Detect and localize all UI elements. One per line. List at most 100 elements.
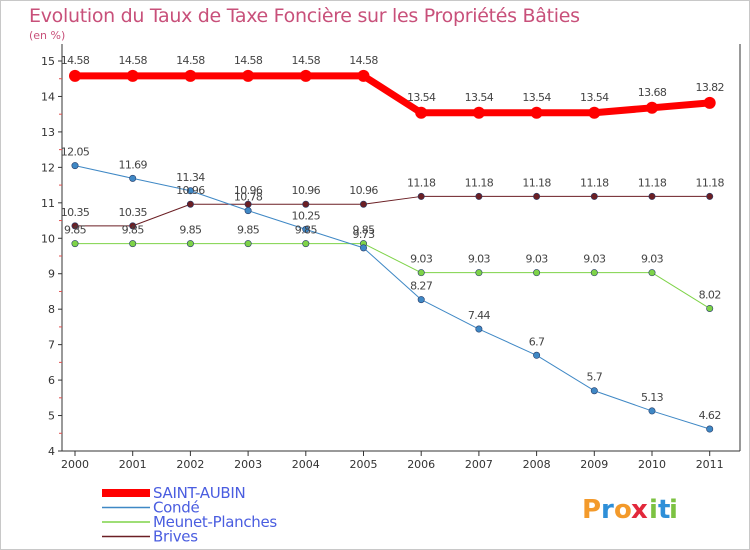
data-label: 14.58	[61, 54, 90, 67]
y-tick-label: 11	[41, 197, 55, 210]
data-point	[706, 192, 714, 200]
data-label: 10.35	[118, 206, 147, 219]
data-label: 11.69	[118, 158, 147, 171]
data-point	[129, 174, 137, 182]
axes: 4 5 6 7 8 9 10 11 12 13 14 15 2000 2001 2002 2003 2004 20…	[41, 44, 741, 471]
data-point	[706, 425, 714, 433]
data-point	[244, 207, 252, 215]
y-tick-label: 13	[41, 126, 55, 139]
data-label: 11.18	[695, 176, 724, 189]
data-label: 12.05	[61, 146, 90, 159]
logo-letter: P	[582, 495, 601, 525]
x-tick-label: 2001	[119, 458, 147, 471]
data-point	[417, 269, 425, 277]
data-label: 10.96	[292, 184, 321, 197]
data-point	[184, 69, 197, 82]
data-point	[415, 106, 428, 119]
data-label: 9.03	[583, 253, 606, 266]
data-point	[533, 192, 541, 200]
data-point	[475, 269, 483, 277]
data-point	[417, 296, 425, 304]
legend-label: Condé	[153, 499, 199, 517]
logo-letter: o	[614, 495, 632, 525]
data-label: 10.96	[234, 184, 263, 197]
data-label: 11.18	[638, 176, 667, 189]
y-tick-label: 6	[48, 374, 55, 387]
data-label: 13.54	[465, 91, 494, 104]
logo-letter: i	[649, 495, 658, 525]
x-tick-label: 2000	[61, 458, 89, 471]
y-tick-label: 7	[48, 339, 55, 352]
chart-unit: (en %)	[29, 29, 66, 42]
data-label: 9.85	[64, 224, 87, 237]
data-point	[242, 69, 255, 82]
data-point	[186, 200, 194, 208]
data-label: 13.54	[522, 91, 551, 104]
data-label: 9.73	[352, 228, 375, 241]
data-point	[186, 187, 194, 195]
x-tick-label: 2011	[696, 458, 724, 471]
data-point	[706, 304, 714, 312]
data-label: 5.13	[641, 391, 664, 404]
x-tick-label: 2004	[292, 458, 320, 471]
x-tick-label: 2009	[580, 458, 608, 471]
data-point	[302, 225, 310, 233]
data-label: 14.58	[234, 54, 263, 67]
series-line-brives	[74, 195, 711, 227]
data-point	[71, 162, 79, 170]
chart-title: Evolution du Taux de Taxe Foncière sur l…	[29, 5, 580, 27]
x-tick-label: 2005	[350, 458, 378, 471]
data-label: 13.82	[695, 81, 724, 94]
y-tick-label: 5	[48, 410, 55, 423]
x-tick-label: 2003	[234, 458, 262, 471]
data-point	[530, 106, 543, 119]
logo-letter: r	[601, 495, 614, 525]
data-label: 9.03	[468, 253, 491, 266]
legend-label: Meunet-Planches	[153, 513, 277, 531]
data-label: 9.85	[237, 224, 260, 237]
data-label: 8.02	[699, 288, 721, 301]
data-label: 9.85	[352, 224, 375, 237]
data-label: 13.54	[580, 91, 609, 104]
x-tick-label: 2008	[523, 458, 551, 471]
series-line-saint-aubin	[71, 72, 714, 117]
x-tick-label: 2002	[176, 458, 204, 471]
data-point	[590, 387, 598, 395]
data-label: 13.68	[638, 86, 667, 99]
y-tick-label: 8	[48, 303, 55, 316]
y-tick-label: 4	[48, 445, 55, 458]
data-point	[590, 269, 598, 277]
data-label: 5.7	[586, 371, 602, 384]
y-tick-label: 14	[41, 90, 55, 103]
data-point	[299, 69, 312, 82]
data-point	[302, 240, 310, 248]
data-label: 14.58	[176, 54, 205, 67]
data-point	[71, 240, 79, 248]
data-label: 10.96	[176, 184, 205, 197]
data-point	[357, 69, 370, 82]
data-point	[126, 69, 139, 82]
data-point	[186, 240, 194, 248]
data-label: 9.03	[641, 253, 664, 266]
data-point	[533, 351, 541, 359]
data-label: 10.35	[61, 206, 90, 219]
data-label: 11.18	[580, 176, 609, 189]
series-line-cond-	[74, 165, 711, 430]
data-point	[648, 407, 656, 415]
x-tick-label: 2010	[638, 458, 666, 471]
logo-letter: x	[631, 495, 648, 525]
x-tick-label: 2006	[407, 458, 435, 471]
series-layer: 10.35 10.35 10.96 10.96 10.96 10.96 11.18 11.18…	[61, 54, 725, 433]
data-point	[129, 240, 137, 248]
data-point	[648, 192, 656, 200]
data-label: 10.96	[349, 184, 378, 197]
y-tick-label: 15	[41, 55, 55, 68]
data-point	[359, 200, 367, 208]
data-point	[71, 222, 79, 230]
logo-letter: t	[658, 495, 670, 525]
data-point	[646, 101, 658, 114]
